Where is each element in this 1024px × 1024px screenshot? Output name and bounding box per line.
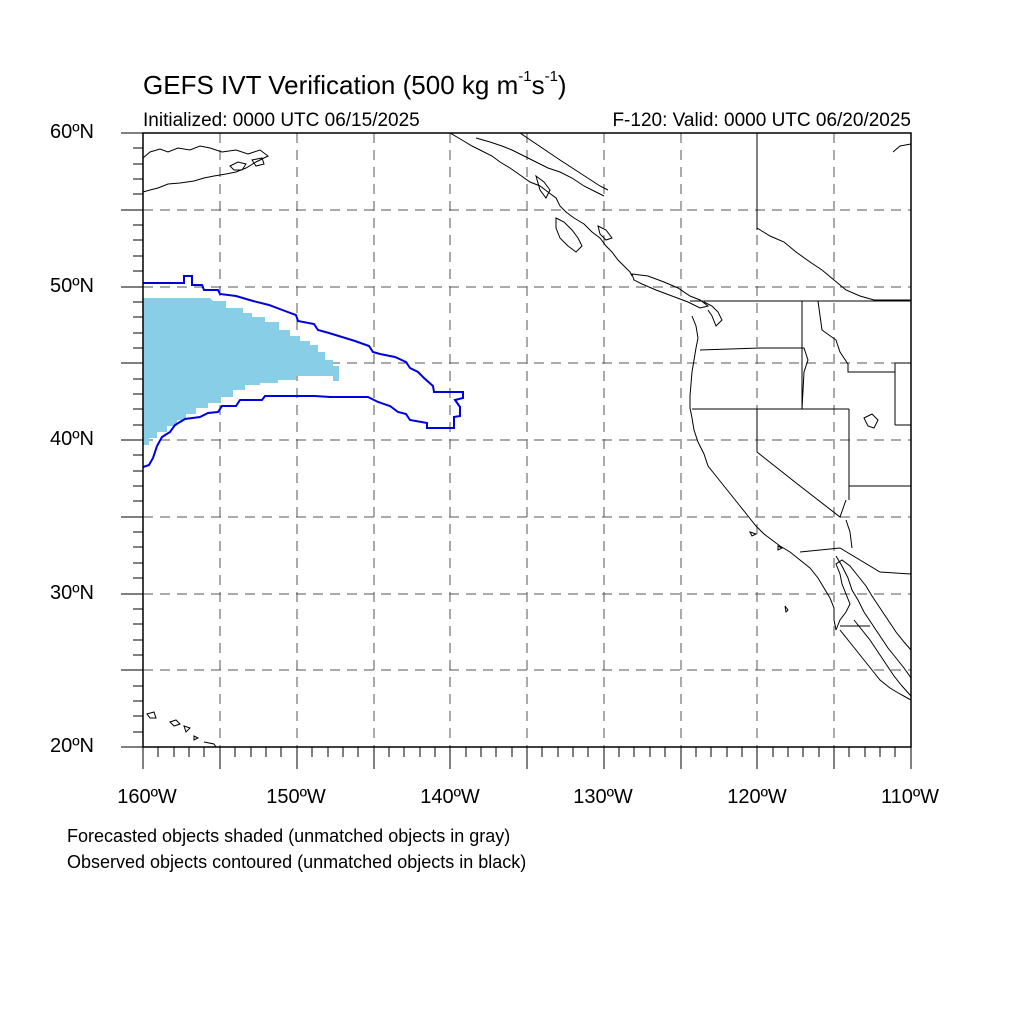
lat-label-40n: 40ºN xyxy=(50,428,94,450)
lon-label-110w: 110ºW xyxy=(880,786,940,808)
lon-label-140w: 140ºW xyxy=(420,786,480,808)
lat-label-20n: 20ºN xyxy=(50,735,94,757)
lat-label-30n: 30ºN xyxy=(50,582,94,604)
political-boundaries xyxy=(690,133,911,627)
forecast-note: Forecasted objects shaded (unmatched obj… xyxy=(67,826,511,846)
observed-note: Observed objects contoured (unmatched ob… xyxy=(67,852,527,872)
valid-time: F-120: Valid: 0000 UTC 06/20/2025 xyxy=(612,110,911,131)
lat-label-50n: 50ºN xyxy=(50,275,94,297)
lat-label-60n: 60ºN xyxy=(50,121,94,143)
coastlines xyxy=(143,133,911,747)
lon-label-160w: 160ºW xyxy=(117,786,177,808)
initialized-time: Initialized: 0000 UTC 06/15/2025 xyxy=(143,110,420,131)
map-title: GEFS IVT Verification (500 kg m-1s-1) xyxy=(143,68,567,100)
lon-label-150w: 150ºW xyxy=(266,786,326,808)
lon-label-130w: 130ºW xyxy=(573,786,633,808)
observed-object-contour xyxy=(143,275,464,468)
lon-label-120w: 120ºW xyxy=(727,786,787,808)
tick-marks xyxy=(121,132,912,769)
grid-lines xyxy=(143,133,911,747)
forecast-object xyxy=(143,298,339,445)
